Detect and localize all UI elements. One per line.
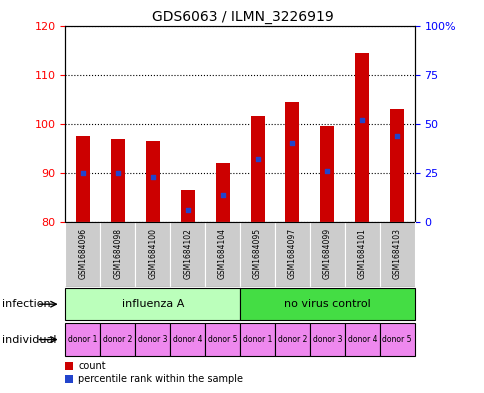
Bar bbox=[379, 222, 414, 287]
Text: donor 5: donor 5 bbox=[382, 335, 411, 344]
Text: influenza A: influenza A bbox=[121, 299, 183, 309]
Text: infection: infection bbox=[2, 299, 51, 309]
Bar bbox=[65, 288, 240, 320]
Text: GSM1684102: GSM1684102 bbox=[183, 228, 192, 279]
Text: GSM1684101: GSM1684101 bbox=[357, 228, 366, 279]
Bar bbox=[65, 222, 100, 287]
Bar bbox=[390, 109, 403, 222]
Text: GDS6063 / ILMN_3226919: GDS6063 / ILMN_3226919 bbox=[151, 10, 333, 24]
Bar bbox=[285, 102, 299, 222]
Bar bbox=[65, 323, 100, 356]
Bar bbox=[240, 222, 274, 287]
Text: GSM1684104: GSM1684104 bbox=[218, 228, 227, 279]
Text: GSM1684097: GSM1684097 bbox=[287, 228, 296, 279]
Point bbox=[288, 140, 296, 147]
Bar bbox=[215, 163, 229, 222]
Text: no virus control: no virus control bbox=[284, 299, 370, 309]
Text: GSM1684095: GSM1684095 bbox=[253, 228, 261, 279]
Bar bbox=[274, 222, 309, 287]
Text: donor 4: donor 4 bbox=[173, 335, 202, 344]
Bar bbox=[135, 323, 170, 356]
Point bbox=[323, 168, 331, 174]
Text: donor 4: donor 4 bbox=[347, 335, 376, 344]
Bar bbox=[274, 323, 309, 356]
Point bbox=[114, 170, 121, 176]
Point bbox=[149, 174, 156, 180]
Bar bbox=[100, 222, 135, 287]
Bar bbox=[250, 116, 264, 222]
Legend: count, percentile rank within the sample: count, percentile rank within the sample bbox=[65, 361, 242, 384]
Point bbox=[393, 132, 400, 139]
Bar bbox=[309, 323, 344, 356]
Text: individual: individual bbox=[2, 334, 57, 345]
Point bbox=[183, 207, 191, 213]
Text: GSM1684099: GSM1684099 bbox=[322, 228, 331, 279]
Bar bbox=[379, 323, 414, 356]
Bar bbox=[205, 323, 240, 356]
Text: donor 5: donor 5 bbox=[208, 335, 237, 344]
Point bbox=[358, 117, 365, 123]
Bar bbox=[146, 141, 159, 222]
Bar bbox=[344, 323, 379, 356]
Bar bbox=[205, 222, 240, 287]
Bar bbox=[240, 323, 274, 356]
Bar bbox=[170, 323, 205, 356]
Bar bbox=[100, 323, 135, 356]
Text: GSM1684103: GSM1684103 bbox=[392, 228, 401, 279]
Text: donor 3: donor 3 bbox=[312, 335, 341, 344]
Bar bbox=[170, 222, 205, 287]
Bar bbox=[111, 138, 124, 222]
Text: donor 1: donor 1 bbox=[242, 335, 272, 344]
Point bbox=[253, 156, 261, 162]
Bar bbox=[309, 222, 344, 287]
Bar bbox=[181, 190, 194, 222]
Bar bbox=[344, 222, 379, 287]
Bar bbox=[135, 222, 170, 287]
Text: donor 1: donor 1 bbox=[68, 335, 97, 344]
Text: GSM1684098: GSM1684098 bbox=[113, 228, 122, 279]
Text: donor 3: donor 3 bbox=[138, 335, 167, 344]
Point bbox=[218, 191, 226, 198]
Point bbox=[79, 170, 87, 176]
Text: GSM1684096: GSM1684096 bbox=[78, 228, 87, 279]
Bar bbox=[76, 136, 90, 222]
Text: donor 2: donor 2 bbox=[277, 335, 306, 344]
Text: GSM1684100: GSM1684100 bbox=[148, 228, 157, 279]
Bar bbox=[355, 53, 368, 222]
Bar bbox=[240, 288, 414, 320]
Text: donor 2: donor 2 bbox=[103, 335, 132, 344]
Bar bbox=[320, 126, 333, 222]
